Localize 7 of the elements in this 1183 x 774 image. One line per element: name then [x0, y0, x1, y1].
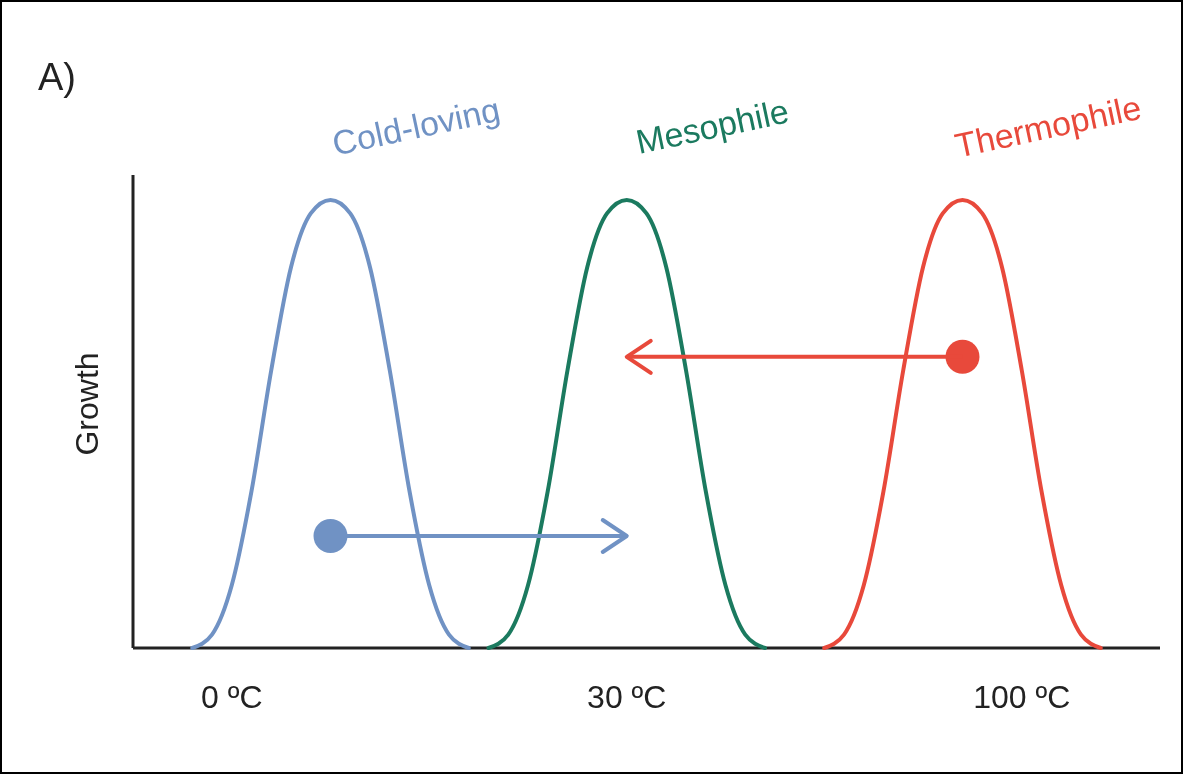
text: Mesophile — [632, 91, 792, 161]
y-axis-title: Growth — [69, 352, 105, 456]
text: Cold-loving — [328, 90, 504, 163]
x-tick-label: 100 ºC — [973, 679, 1071, 715]
x-tick-label: 0 ºC — [201, 679, 263, 715]
chart-title: A) — [38, 56, 76, 98]
x-tick-label: 30 ºC — [587, 679, 667, 715]
